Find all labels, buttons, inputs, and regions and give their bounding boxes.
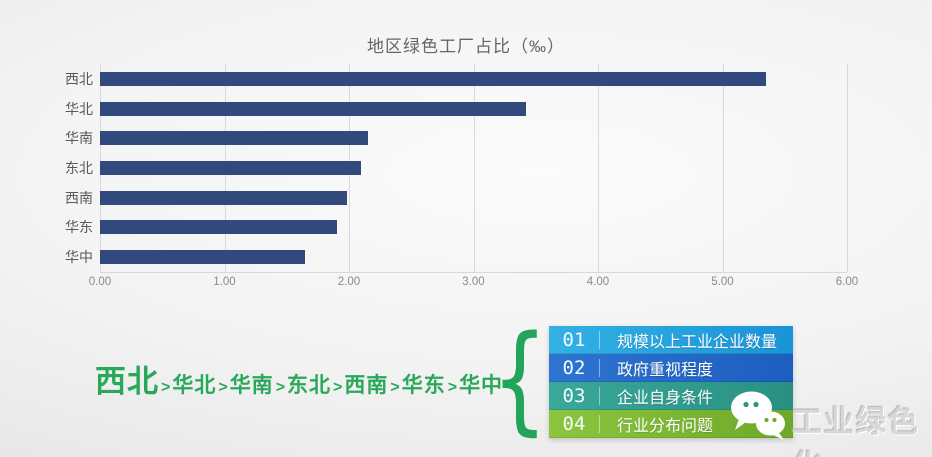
x-tick-label: 2.00 bbox=[337, 276, 361, 288]
chart-title: 地区绿色工厂占比（‰） bbox=[367, 37, 565, 56]
category-label: 西南 bbox=[65, 189, 93, 206]
ranking-region: 华北 bbox=[172, 374, 217, 397]
x-tick-label: 4.00 bbox=[586, 276, 610, 288]
gridline bbox=[722, 64, 724, 272]
category-label: 华中 bbox=[65, 249, 93, 266]
ranking-separator: > bbox=[161, 379, 171, 396]
factor-number: 03 bbox=[562, 385, 586, 407]
y-axis-labels: 西北华北华南东北西南华东华中 bbox=[0, 64, 93, 272]
bar-row bbox=[100, 220, 847, 235]
bar-row bbox=[100, 250, 847, 265]
x-tick-label: 3.00 bbox=[462, 276, 485, 288]
factor-label: 企业自身条件 bbox=[617, 390, 714, 407]
factor-number: 01 bbox=[562, 329, 586, 351]
factor-number: 02 bbox=[562, 357, 586, 379]
factor-number: 04 bbox=[562, 413, 586, 435]
factor-label: 政府重视程度 bbox=[617, 362, 714, 379]
bar-row bbox=[100, 71, 847, 86]
gridline bbox=[598, 64, 599, 272]
ranking-region: 华东 bbox=[401, 374, 446, 397]
ranking-separator: > bbox=[275, 379, 286, 396]
x-tick-label: 0.00 bbox=[88, 276, 112, 288]
bar-row bbox=[100, 190, 847, 205]
factor-divider bbox=[599, 359, 600, 377]
brace-icon: { bbox=[491, 309, 548, 447]
factor-row: 01 规模以上工业企业数量 bbox=[549, 326, 793, 354]
bar bbox=[100, 220, 337, 235]
x-tick-label: 1.00 bbox=[213, 276, 236, 288]
bar-chart-plot-area bbox=[100, 64, 848, 273]
ranking-region: 西北 bbox=[95, 364, 159, 399]
factor-label: 行业分布问题 bbox=[617, 418, 714, 435]
bar bbox=[100, 71, 767, 86]
x-tick-label: 5.00 bbox=[711, 276, 734, 288]
factor-divider bbox=[599, 415, 600, 433]
category-label: 东北 bbox=[65, 159, 93, 176]
x-axis-ticks: 0.00 1.00 2.00 3.00 4.00 5.00 6.00 bbox=[89, 276, 858, 292]
category-label: 华北 bbox=[65, 100, 93, 117]
wechat-icon bbox=[729, 391, 793, 443]
ranking-separator: > bbox=[218, 379, 228, 396]
x-tick-label: 6.00 bbox=[835, 276, 859, 288]
bar bbox=[100, 101, 526, 116]
watermark-text: 工业绿色化 bbox=[792, 406, 920, 457]
bar-row bbox=[100, 101, 847, 116]
category-label: 华南 bbox=[65, 130, 93, 147]
bar-row bbox=[100, 160, 847, 175]
bar-row bbox=[100, 131, 847, 146]
factor-divider bbox=[599, 331, 600, 349]
ranking-region: 东北 bbox=[287, 374, 332, 397]
bar bbox=[100, 250, 306, 265]
gridline bbox=[847, 64, 848, 272]
factor-divider bbox=[599, 387, 600, 405]
gridline bbox=[473, 64, 475, 272]
ranking-region: 西南 bbox=[344, 374, 389, 397]
ranking-region: 华中 bbox=[459, 374, 504, 397]
bar bbox=[100, 160, 362, 175]
region-ranking-text: 西北 > 华北 > 华南 > 东北 > 西南 > 华东 > 华中 bbox=[95, 356, 503, 401]
bar bbox=[100, 131, 368, 146]
bar bbox=[100, 190, 347, 205]
factor-label: 规模以上工业企业数量 bbox=[617, 334, 778, 351]
ranking-separator: > bbox=[333, 379, 343, 396]
ranking-separator: > bbox=[447, 379, 458, 396]
ranking-region: 华南 bbox=[229, 374, 274, 397]
factor-row: 02 政府重视程度 bbox=[549, 354, 793, 382]
ranking-separator: > bbox=[390, 379, 400, 396]
category-label: 华东 bbox=[65, 219, 93, 236]
bars bbox=[100, 64, 847, 272]
category-label: 西北 bbox=[65, 70, 93, 87]
